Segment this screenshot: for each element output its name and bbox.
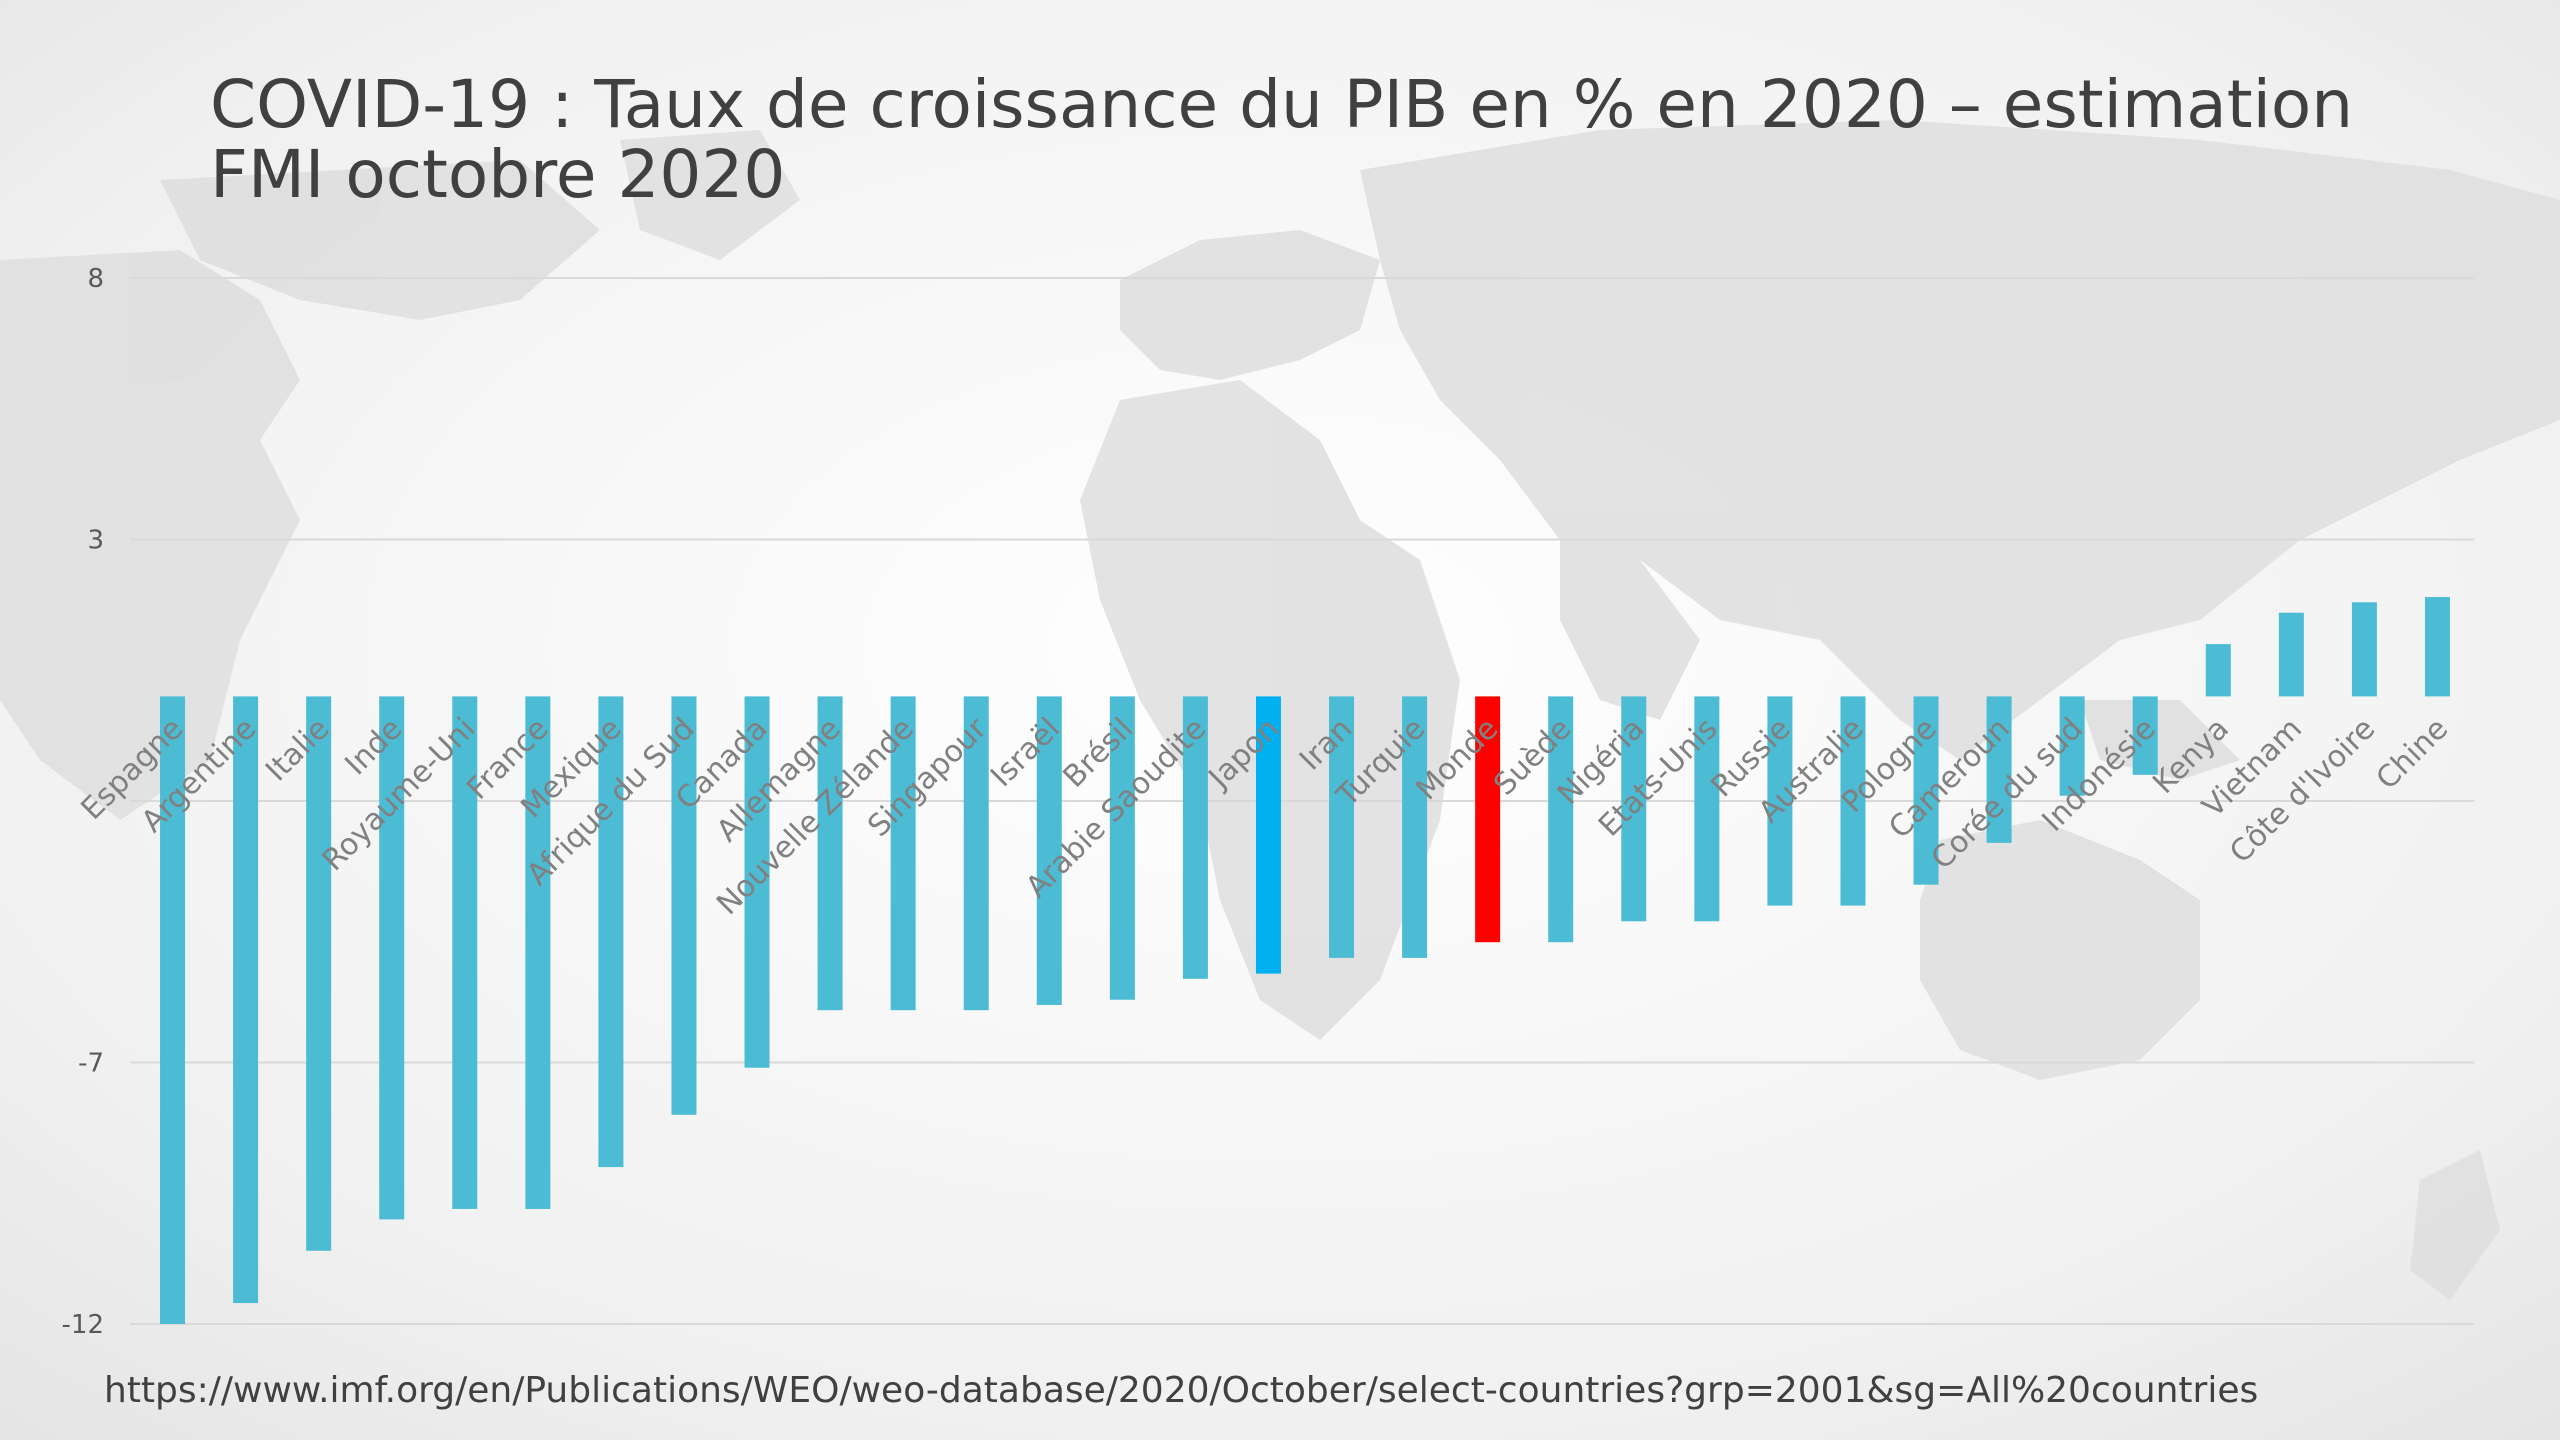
bar-nouvelle-z-lande [890,696,916,1011]
bar-argentine [233,696,259,1304]
y-tick-label: -7 [78,1049,104,1079]
bar-canada [744,696,770,1068]
bar-australie [1840,696,1866,906]
bar-espagne [160,696,186,1324]
page-title: COVID-19 : Taux de croissance du PIB en … [210,66,2354,213]
bar-italie [306,696,332,1251]
bar-japon [1255,696,1281,974]
bar-nig-ria [1621,696,1647,922]
bar-kenya [2205,644,2231,697]
bar-cor-e-du-sud [2059,696,2085,796]
y-tick-label: 8 [87,264,104,294]
category-label: Chine [2370,711,2455,796]
bar-indon-sie [2132,696,2158,775]
bar-inde [379,696,405,1220]
bar-etats-unis [1694,696,1720,922]
bar-br-sil [1109,696,1135,1000]
y-tick-label: -12 [62,1310,104,1340]
bar-pologne [1913,696,1939,885]
bar-afrique-du-sud [671,696,697,1115]
bar-su-de [1548,696,1574,943]
y-tick-label: 3 [87,526,104,556]
bar-vietnam [2278,612,2304,697]
bar-arabie-saoudite [1182,696,1208,979]
bar-allemagne [817,696,843,1011]
bar-russie [1767,696,1793,906]
source-url: https://www.imf.org/en/Publications/WEO/… [104,1370,2259,1411]
bar-france [525,696,551,1209]
bar-c-te-d-ivoire [2351,602,2377,697]
bar-royaume-uni [452,696,478,1209]
bar-monde [1475,696,1501,943]
bar-chine [2424,597,2450,697]
bar-iran [1329,696,1355,958]
bar-singapour [963,696,989,1011]
bar-cameroun [1986,696,2012,843]
bar-mexique [598,696,624,1168]
bar-turquie [1402,696,1428,958]
bar-isra-l [1036,696,1062,1005]
